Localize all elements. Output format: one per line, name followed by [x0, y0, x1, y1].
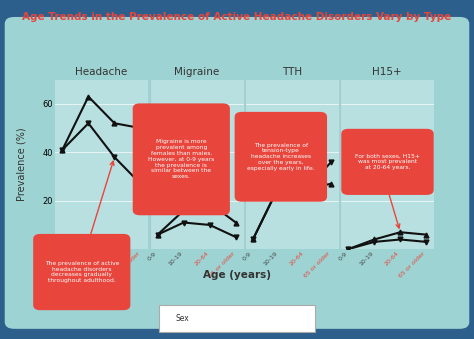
Text: Sex: Sex: [175, 314, 189, 323]
Text: The prevalence of active
headache disorders
decreases gradually
throughout adult: The prevalence of active headache disord…: [45, 261, 119, 283]
Text: Females: Females: [219, 314, 251, 323]
Title: H15+: H15+: [373, 67, 402, 78]
Title: TTH: TTH: [282, 67, 302, 78]
Title: Migraine: Migraine: [174, 67, 219, 78]
Text: Migraine is more
prevalent among
females than males.
However, at 0-9 years
the p: Migraine is more prevalent among females…: [148, 139, 214, 179]
Text: The prevalence of
tension-type
headache increases
over the years,
especially ear: The prevalence of tension-type headache …: [247, 143, 315, 171]
Text: Age Trends in the Prevalence of Active Headache Disorders Vary by Type: Age Trends in the Prevalence of Active H…: [22, 12, 452, 22]
Text: Males: Males: [276, 314, 299, 323]
Text: Age (years): Age (years): [203, 270, 271, 280]
Text: Prevalence (%): Prevalence (%): [16, 127, 27, 201]
Title: Headache: Headache: [75, 67, 128, 78]
Text: For both sexes, H15+
was most prevalent
at 20-64 years.: For both sexes, H15+ was most prevalent …: [355, 154, 420, 170]
